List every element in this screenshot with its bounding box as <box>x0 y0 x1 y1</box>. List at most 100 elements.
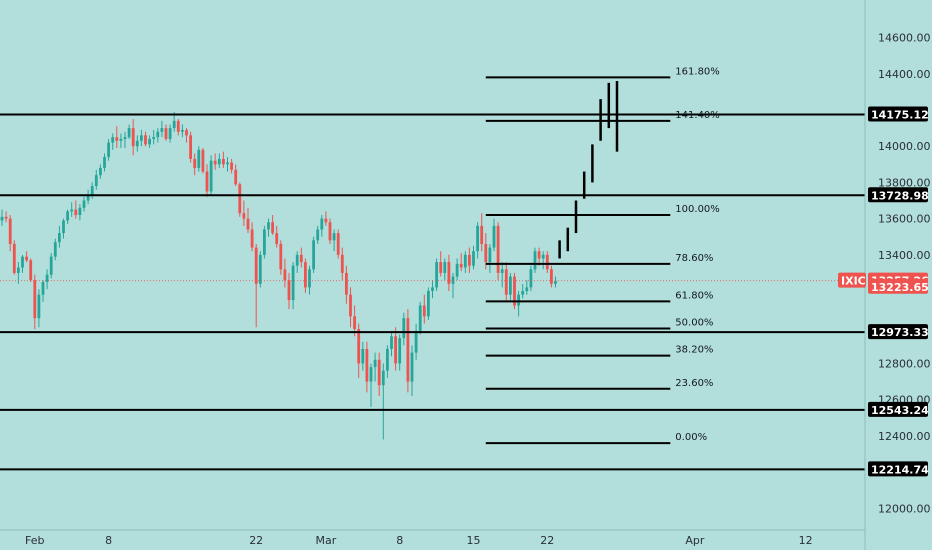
candle-body <box>111 137 115 143</box>
candle-body <box>521 291 525 295</box>
price-level-tag: 12973.33 <box>871 326 929 339</box>
candle-body <box>21 256 24 268</box>
candle-body <box>422 305 426 317</box>
x-tick-label: 8 <box>105 534 112 547</box>
candle-body <box>517 294 520 306</box>
y-tick-label: 13400.00 <box>878 249 931 262</box>
candle-body <box>144 135 147 145</box>
candle-body <box>513 276 516 306</box>
y-tick-label: 12000.00 <box>878 502 931 515</box>
fib-level-label: 61.80% <box>675 290 713 301</box>
candle-body <box>226 162 229 165</box>
candle-body <box>291 265 295 301</box>
candle-body <box>283 269 287 281</box>
candle-body <box>500 269 504 273</box>
candle-body <box>447 262 451 284</box>
y-tick-label: 13800.00 <box>878 176 931 189</box>
candle-body <box>17 267 20 273</box>
candle-body <box>213 160 217 165</box>
candle-body <box>70 209 74 212</box>
candle-body <box>275 233 279 244</box>
candle-body <box>103 157 106 168</box>
candle-body <box>258 254 262 284</box>
candle-body <box>254 247 258 284</box>
candle-body <box>115 137 119 141</box>
candle-body <box>168 128 172 139</box>
candle-body <box>537 251 541 259</box>
candle-body <box>94 175 98 187</box>
candle-body <box>242 213 246 219</box>
candle-body <box>74 209 78 215</box>
candle-body <box>172 120 176 129</box>
candle-body <box>353 316 356 330</box>
candle-body <box>340 254 344 273</box>
candle-body <box>152 137 156 139</box>
candle-body <box>267 222 270 230</box>
candle-body <box>4 216 8 219</box>
candle-body <box>439 262 443 273</box>
candle-body <box>545 254 549 270</box>
candle-body <box>185 129 188 136</box>
x-tick-label: 12 <box>799 534 813 547</box>
candle-body <box>238 184 242 214</box>
candle-body <box>86 195 90 201</box>
symbol-tag-bg <box>838 272 866 288</box>
candle-body <box>349 294 352 317</box>
fib-level-label: 0.00% <box>675 432 707 443</box>
candle-body <box>492 225 496 248</box>
candle-body <box>488 247 492 263</box>
candle-body <box>29 260 33 281</box>
candle-body <box>525 287 529 292</box>
x-tick-label: Apr <box>685 534 705 547</box>
candle-body <box>222 158 225 165</box>
candle-body <box>472 251 475 266</box>
candle-body <box>176 120 180 132</box>
price-level-tag-bg <box>868 324 928 340</box>
candle-body <box>107 142 110 158</box>
candle-body <box>455 263 459 277</box>
candle-body <box>410 352 414 382</box>
candle-body <box>324 218 328 223</box>
price-level-tag-bg <box>868 401 928 417</box>
candle-body <box>554 280 557 284</box>
y-tick-label: 14600.00 <box>878 32 931 45</box>
candle-body <box>427 291 430 317</box>
candle-body <box>476 225 479 252</box>
candle-body <box>53 242 57 257</box>
candle-body <box>361 348 365 364</box>
candle-body <box>299 254 303 263</box>
candle-body <box>550 269 553 284</box>
fib-level-label: 100.00% <box>675 204 720 215</box>
fib-level-label: 141.40% <box>675 110 720 121</box>
price-level-tag-bg <box>868 461 928 477</box>
candle-body <box>263 229 266 255</box>
candle-body <box>345 272 348 295</box>
fib-level-label: 38.20% <box>675 345 713 356</box>
candle-body <box>533 251 537 270</box>
candle-body <box>443 262 447 273</box>
price-level-tag: 13728.98 <box>871 189 929 202</box>
candle-body <box>201 149 205 172</box>
y-tick-label: 12800.00 <box>878 357 931 370</box>
y-tick-label: 13600.00 <box>878 213 931 226</box>
candle-body <box>197 149 201 168</box>
candle-body <box>250 229 254 248</box>
candle-body <box>205 171 209 192</box>
candle-body <box>209 160 213 192</box>
candle-body <box>271 222 274 234</box>
candle-body <box>459 263 463 268</box>
candle-body <box>45 274 49 282</box>
candle-body <box>66 211 69 221</box>
candle-body <box>316 229 320 241</box>
x-tick-label: Mar <box>316 534 337 547</box>
candle-body <box>431 287 434 292</box>
candle-body <box>140 135 143 141</box>
candle-body <box>369 367 373 382</box>
candle-body <box>365 348 369 382</box>
candle-body <box>386 348 389 371</box>
symbol-tag: IXIC <box>841 275 866 288</box>
candle-body <box>394 336 397 364</box>
secondary-price-tag-bg <box>868 278 928 294</box>
candle-body <box>381 370 385 386</box>
